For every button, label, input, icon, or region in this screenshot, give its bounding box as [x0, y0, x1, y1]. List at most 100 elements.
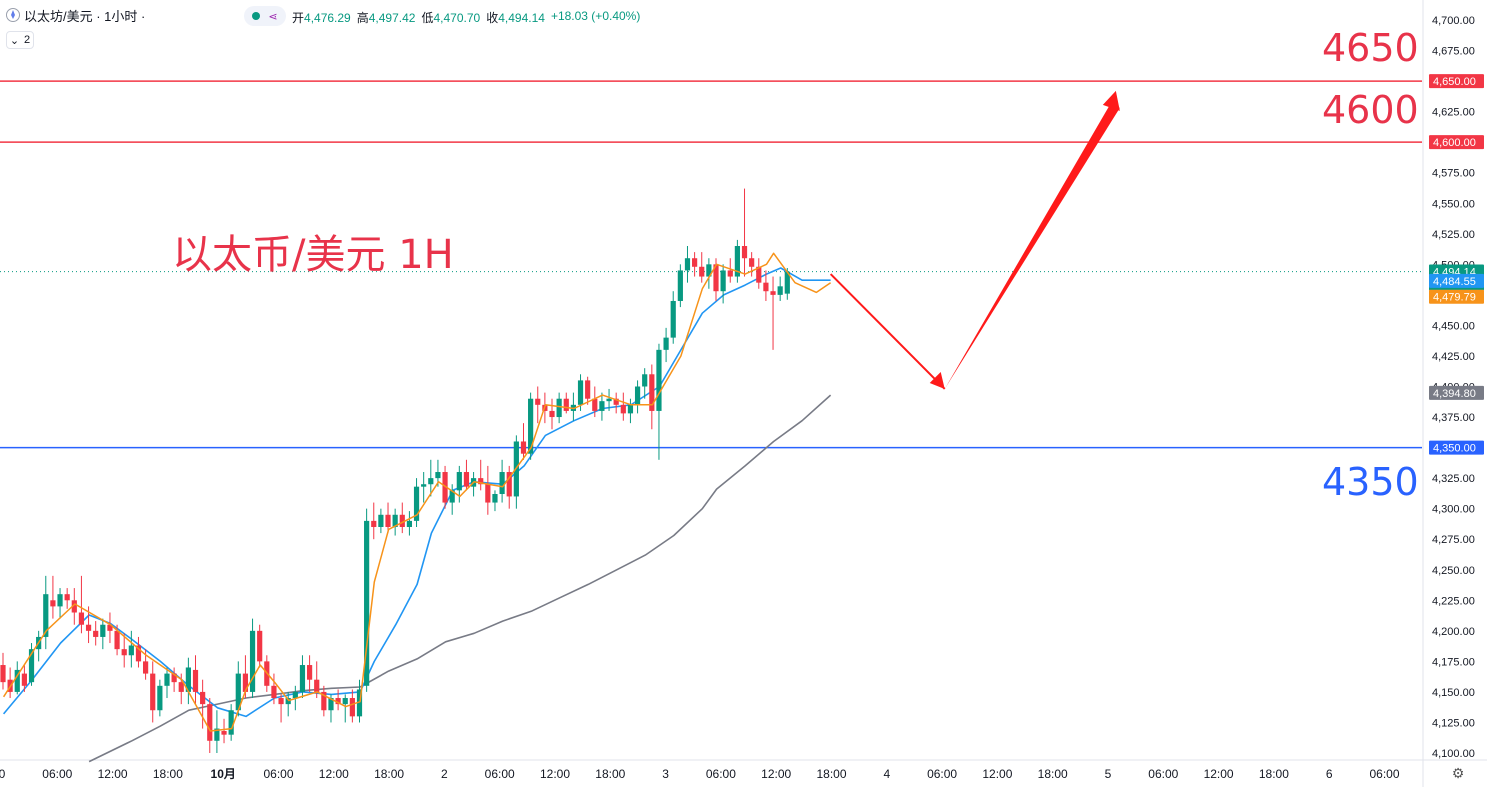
candle — [200, 679, 206, 729]
price-tag — [1429, 289, 1484, 304]
candle-body — [150, 673, 156, 711]
candle-body — [399, 514, 405, 527]
ma-mid-line — [2, 267, 831, 718]
candle-body — [356, 689, 363, 717]
projection-up-arrowhead — [1102, 90, 1120, 111]
candle-body — [364, 520, 370, 686]
candle-body — [535, 398, 541, 405]
y-tick-label: 4,575.00 — [1432, 168, 1475, 180]
candle-body — [43, 594, 49, 637]
ohlc-change: +18.03 (+0.40%) — [550, 9, 641, 23]
candle — [21, 665, 27, 692]
label-4650: 4650 — [1322, 26, 1419, 70]
y-tick-label: 4,525.00 — [1432, 229, 1475, 241]
candle — [349, 689, 355, 723]
candle — [563, 392, 569, 414]
y-tick-label: 4,450.00 — [1432, 320, 1475, 332]
projection-down-arrowhead — [929, 371, 945, 389]
candle-body — [585, 380, 591, 399]
candle — [385, 502, 391, 534]
candle — [520, 423, 527, 460]
chart-header: 以太坊/美元 · 1小时 · — [0, 0, 145, 30]
symbol-info[interactable]: 以太坊/美元 · 1小时 · — [6, 6, 145, 25]
candle-body — [706, 264, 712, 277]
candle — [499, 459, 505, 503]
candle-body — [28, 649, 35, 683]
candle-body — [463, 472, 470, 487]
candle — [663, 327, 669, 363]
candle-body — [577, 380, 584, 405]
candle-body — [606, 398, 612, 402]
candle — [93, 621, 99, 646]
candle — [485, 465, 491, 515]
candle — [371, 502, 377, 540]
line-price-tag-text: 4,650.00 — [1433, 76, 1476, 88]
candle — [228, 704, 234, 741]
candle-body — [14, 669, 20, 692]
candle — [413, 478, 420, 527]
candle — [221, 718, 227, 744]
candle — [171, 667, 177, 692]
candle — [720, 264, 726, 304]
candle-body — [349, 698, 355, 717]
candle — [271, 673, 277, 705]
candle — [121, 633, 127, 668]
candle — [50, 575, 56, 619]
candle-body — [221, 731, 227, 735]
candle — [741, 188, 748, 277]
candle-body — [649, 374, 655, 411]
candle — [278, 694, 284, 723]
candle — [692, 252, 698, 277]
candle-body — [449, 490, 455, 503]
x-tick-label: 18:00 — [1259, 767, 1289, 781]
candle — [670, 291, 676, 344]
candle-body — [321, 691, 327, 711]
status-pill[interactable]: ⋖ — [244, 6, 286, 26]
candle-body — [235, 673, 241, 711]
candle-body — [670, 300, 676, 338]
candle-body — [64, 594, 70, 601]
price-tag-text: 4,479.79 — [1433, 292, 1476, 304]
candle-body — [485, 484, 491, 503]
candle — [128, 630, 134, 668]
candle-body — [556, 398, 562, 418]
candle — [135, 636, 142, 668]
candle — [428, 459, 434, 497]
candle — [606, 388, 612, 411]
candle-body — [713, 264, 719, 292]
x-tick-label: 3 — [662, 767, 669, 781]
price-tag-text: 4,484.55 — [1433, 276, 1476, 288]
candle-body — [763, 282, 769, 292]
candle — [506, 465, 512, 509]
candle — [570, 392, 576, 421]
candle-body — [0, 665, 6, 683]
x-tick-label: 18:00 — [1038, 767, 1068, 781]
candle — [549, 398, 555, 430]
y-tick-label: 4,325.00 — [1432, 473, 1475, 485]
settings-gear-icon[interactable]: ⚙ — [1451, 765, 1465, 781]
candle-body — [192, 669, 199, 692]
candle-body — [692, 258, 698, 267]
indicator-count: 2 — [24, 34, 31, 46]
candle — [364, 508, 370, 692]
candle — [150, 661, 156, 723]
line-price-tag-text: 4,350.00 — [1433, 443, 1476, 455]
candle — [449, 484, 455, 515]
candle-body — [656, 349, 662, 411]
candle-body — [563, 398, 569, 411]
candle-body — [185, 667, 191, 692]
candle — [378, 508, 384, 534]
candle-body — [299, 665, 306, 692]
x-tick-label: 06:00 — [927, 767, 957, 781]
ma-fast-line — [2, 252, 832, 732]
x-tick-label: 12:00 — [982, 767, 1012, 781]
candle — [749, 252, 755, 277]
chevron-down-icon: ⌄ — [9, 34, 20, 47]
candle-body — [599, 401, 605, 411]
candle — [478, 459, 484, 491]
y-tick-label: 4,700.00 — [1432, 15, 1475, 27]
indicator-toggle[interactable]: ⌄ 2 — [6, 31, 34, 49]
candle — [620, 392, 626, 421]
y-tick-label: 4,200.00 — [1432, 626, 1475, 638]
